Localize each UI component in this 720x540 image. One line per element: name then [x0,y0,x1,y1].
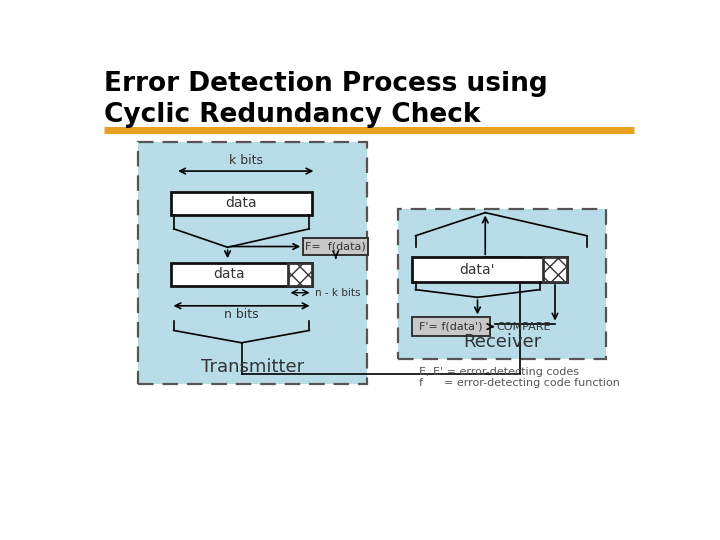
Text: n - k bits: n - k bits [315,288,360,298]
Text: k bits: k bits [229,154,263,167]
Bar [303,238,368,255]
Text: data: data [225,197,257,211]
Text: f      = error-detecting code function: f = error-detecting code function [419,378,620,388]
Text: F=  f(data): F= f(data) [305,241,366,252]
Bar [413,257,567,282]
Bar [171,192,312,215]
Bar [171,262,312,286]
Bar [287,262,312,286]
Text: COMPARE: COMPARE [496,322,551,332]
Text: data': data' [460,262,495,276]
Text: F'= f(data'): F'= f(data') [419,322,483,332]
Text: n bits: n bits [224,308,258,321]
Text: data: data [213,267,245,281]
Text: Transmitter: Transmitter [201,359,304,376]
FancyBboxPatch shape [398,209,606,359]
Text: Error Detection Process using
Cyclic Redundancy Check: Error Detection Process using Cyclic Red… [104,71,548,128]
Bar [413,318,490,336]
FancyBboxPatch shape [138,142,366,384]
Text: Receiver: Receiver [463,333,541,351]
Text: E, E' = error-detecting codes: E, E' = error-detecting codes [419,367,580,376]
Bar [543,257,567,282]
